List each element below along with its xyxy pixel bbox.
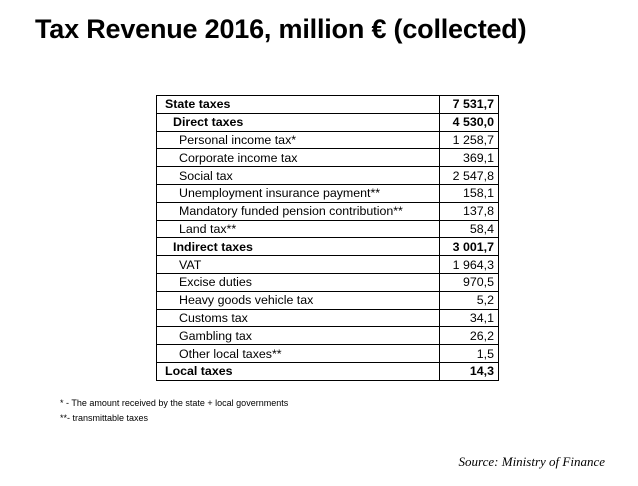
table-row: Land tax** 58,4: [156, 220, 499, 239]
row-value: 7 531,7: [439, 95, 499, 114]
row-label: Direct taxes: [156, 113, 440, 132]
footnote-transmittable: **- transmittable taxes: [60, 413, 149, 423]
row-label: VAT: [156, 255, 440, 274]
row-value: 137,8: [439, 202, 499, 221]
row-label: Gambling tax: [156, 326, 440, 346]
table-row: Social tax 2 547,8: [156, 166, 499, 185]
table-row: Local taxes 14,3: [156, 362, 499, 381]
row-value: 58,4: [439, 220, 499, 239]
table-row: Corporate income tax 369,1: [156, 148, 499, 168]
table-row: Other local taxes** 1,5: [156, 344, 499, 363]
row-value: 158,1: [439, 184, 499, 203]
page-title: Tax Revenue 2016, million € (collected): [35, 14, 527, 44]
row-value: 970,5: [439, 273, 499, 292]
table-row: Unemployment insurance payment** 158,1: [156, 184, 499, 203]
tax-revenue-table: State taxes 7 531,7 Direct taxes 4 530,0 Per…: [156, 95, 499, 381]
row-value: 1 964,3: [439, 255, 499, 274]
row-label: Local taxes: [156, 362, 440, 381]
row-value: 369,1: [439, 148, 499, 168]
table-row: Indirect taxes 3 001,7: [156, 237, 499, 257]
row-label: Social tax: [156, 166, 440, 185]
table-row: Excise duties 970,5: [156, 273, 499, 292]
row-value: 5,2: [439, 291, 499, 310]
row-value: 3 001,7: [439, 237, 499, 257]
row-value: 26,2: [439, 326, 499, 346]
row-label: Customs tax: [156, 309, 440, 328]
row-label: Personal income tax*: [156, 131, 440, 150]
row-value: 34,1: [439, 309, 499, 328]
table-row: Gambling tax 26,2: [156, 326, 499, 346]
table-row: Personal income tax* 1 258,7: [156, 131, 499, 150]
source-note: Source: Ministry of Finance: [458, 454, 605, 469]
table-row: Mandatory funded pension contribution** 1…: [156, 202, 499, 221]
row-label: Land tax**: [156, 220, 440, 239]
row-value: 1,5: [439, 344, 499, 363]
footnote-state-local: * - The amount received by the state + l…: [60, 398, 289, 408]
table-row: VAT 1 964,3: [156, 255, 499, 274]
row-label: Corporate income tax: [156, 148, 440, 168]
row-value: 2 547,8: [439, 166, 499, 185]
row-label: Unemployment insurance payment**: [156, 184, 440, 203]
row-value: 4 530,0: [439, 113, 499, 132]
row-value: 14,3: [439, 362, 499, 381]
table-row: State taxes 7 531,7: [156, 95, 499, 114]
row-value: 1 258,7: [439, 131, 499, 150]
table-row: Heavy goods vehicle tax 5,2: [156, 291, 499, 310]
table-row: Customs tax 34,1: [156, 309, 499, 328]
row-label: Other local taxes**: [156, 344, 440, 363]
row-label: Mandatory funded pension contribution**: [156, 202, 440, 221]
row-label: Excise duties: [156, 273, 440, 292]
row-label: Heavy goods vehicle tax: [156, 291, 440, 310]
row-label: State taxes: [156, 95, 440, 114]
tax-table-body: State taxes 7 531,7 Direct taxes 4 530,0 Per…: [156, 95, 499, 381]
table-row: Direct taxes 4 530,0: [156, 113, 499, 132]
row-label: Indirect taxes: [156, 237, 440, 257]
